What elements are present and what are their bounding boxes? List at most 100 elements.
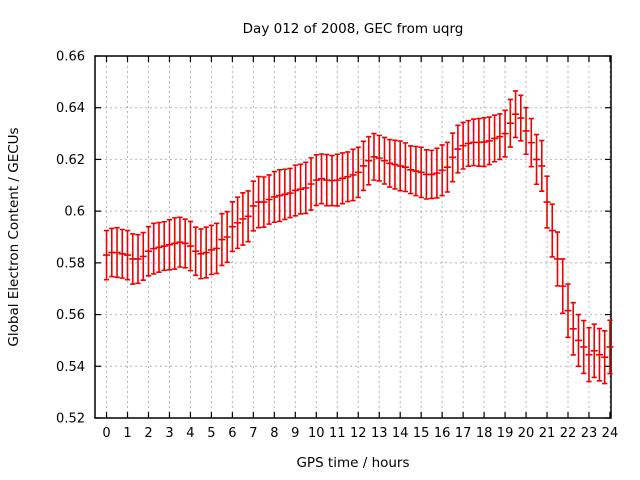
y-tick-label: 0.58 — [56, 256, 85, 271]
error-bar — [244, 190, 252, 243]
error-bar — [228, 201, 236, 253]
x-tick-label: 22 — [560, 426, 577, 441]
chart-title: Day 012 of 2008, GEC from uqrg — [243, 21, 464, 37]
error-bar — [255, 175, 263, 229]
x-tick-label: 23 — [581, 426, 598, 441]
x-tick-label: 4 — [186, 426, 194, 441]
x-tick-label: 7 — [249, 426, 257, 441]
error-bar — [197, 228, 205, 280]
error-bar — [543, 175, 551, 229]
error-bar — [606, 319, 614, 375]
error-bar — [380, 136, 388, 185]
x-tick-label: 9 — [291, 426, 299, 441]
x-tick-label: 15 — [413, 426, 430, 441]
error-bar — [249, 180, 257, 232]
error-bar — [218, 212, 226, 267]
y-tick-label: 0.64 — [56, 101, 85, 116]
error-bar — [564, 283, 572, 339]
error-bar — [464, 119, 472, 167]
error-bar — [307, 157, 315, 211]
x-tick-label: 16 — [434, 426, 451, 441]
tick-layer — [95, 55, 611, 419]
x-tick-label: 24 — [602, 426, 619, 441]
error-bar — [134, 233, 142, 285]
error-bar — [422, 149, 430, 200]
error-bar — [344, 151, 352, 203]
error-bar — [449, 132, 457, 183]
error-bar — [433, 147, 441, 199]
error-bar — [538, 139, 546, 193]
error-bar — [328, 154, 336, 207]
error-bar — [118, 228, 126, 279]
error-bar — [485, 116, 493, 166]
error-bar — [354, 146, 362, 199]
error-bar — [323, 153, 331, 207]
error-bar — [359, 140, 367, 192]
error-bar — [454, 124, 462, 174]
error-bar — [318, 153, 326, 205]
error-bar — [171, 217, 179, 270]
x-tick-label: 6 — [228, 426, 236, 441]
error-bar — [234, 196, 242, 250]
error-bar — [548, 203, 556, 258]
error-bar — [139, 231, 147, 281]
x-tick-label: 12 — [350, 426, 367, 441]
error-bar — [312, 153, 320, 207]
error-bar — [129, 233, 137, 285]
error-bar — [113, 226, 121, 279]
error-bar — [124, 229, 132, 281]
error-bar — [491, 114, 499, 163]
error-bar — [533, 133, 541, 186]
error-bar — [186, 220, 194, 272]
error-bar — [412, 145, 420, 197]
error-bar — [202, 226, 210, 279]
error-bar — [517, 94, 525, 142]
error-bar — [144, 225, 152, 277]
x-tick-label: 19 — [497, 426, 514, 441]
error-bar — [103, 229, 111, 281]
error-bar — [291, 164, 299, 217]
error-bar — [160, 220, 168, 272]
error-bar — [155, 221, 163, 273]
error-bar — [265, 174, 273, 225]
error-bar — [192, 226, 200, 277]
grid-layer — [95, 55, 611, 419]
error-bar — [438, 144, 446, 197]
error-bar — [470, 118, 478, 167]
error-bar — [281, 168, 289, 221]
error-bar — [181, 218, 189, 269]
error-bar — [580, 319, 588, 375]
error-bar — [207, 224, 215, 276]
y-tick-label: 0.54 — [56, 360, 85, 375]
error-bar — [375, 134, 383, 182]
error-bar — [554, 231, 562, 287]
error-bar — [428, 149, 436, 200]
error-bar — [391, 139, 399, 190]
x-tick-label: 20 — [518, 426, 535, 441]
error-bar — [559, 258, 567, 315]
y-axis-label: Global Electron Content / GECUs — [6, 127, 22, 346]
error-bar — [333, 153, 341, 207]
x-tick-label: 8 — [270, 426, 278, 441]
error-bar — [501, 109, 509, 158]
error-bar — [417, 146, 425, 199]
error-bar — [339, 152, 347, 205]
x-tick-label: 0 — [102, 426, 110, 441]
error-bar — [522, 106, 530, 156]
error-bar — [443, 141, 451, 193]
error-bar — [176, 216, 184, 268]
x-tick-label: 17 — [455, 426, 472, 441]
error-bar — [223, 210, 231, 264]
x-tick-label: 5 — [207, 426, 215, 441]
y-tick-label: 0.62 — [56, 153, 85, 168]
error-bar — [386, 138, 394, 188]
error-bar — [349, 148, 357, 202]
error-bar — [496, 113, 504, 161]
error-bar — [276, 168, 284, 223]
x-tick-label: 18 — [476, 426, 493, 441]
plot-border — [94, 55, 612, 419]
x-tick-label: 21 — [539, 426, 556, 441]
error-bar — [459, 121, 467, 170]
